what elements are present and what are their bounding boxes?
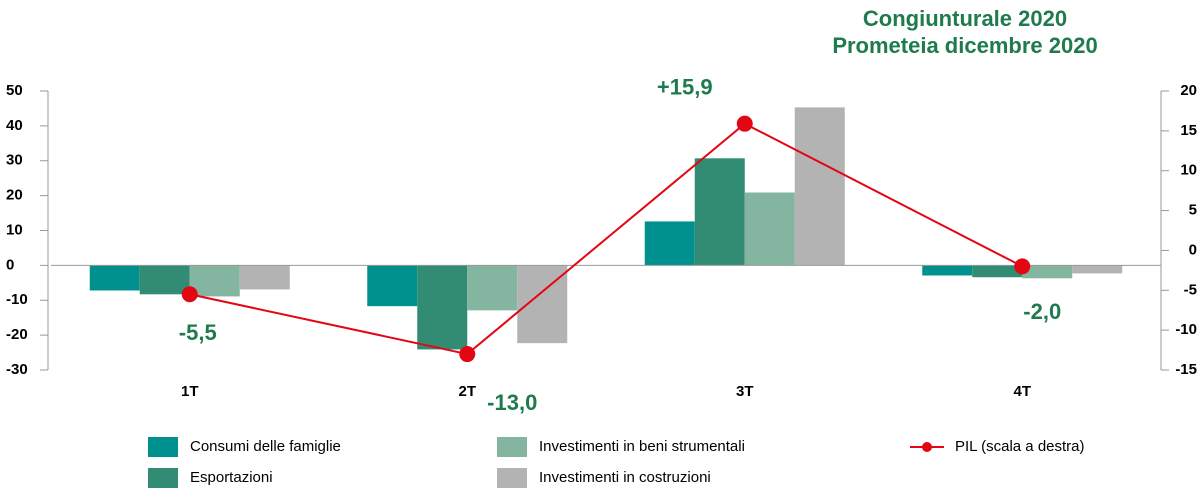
bar [644, 221, 695, 266]
x-tick-label: 4T [1013, 383, 1031, 400]
bar [744, 192, 795, 266]
data-label: -5,5 [179, 320, 217, 345]
legend-label: Investimenti in costruzioni [539, 469, 711, 486]
legend-label: PIL (scala a destra) [955, 438, 1085, 455]
y-tick-label: 50 [6, 82, 23, 99]
legend-label: Consumi delle famiglie [190, 438, 341, 455]
legend-label: Investimenti in beni strumentali [539, 438, 745, 455]
y-tick-label: 30 [6, 152, 23, 169]
legend-swatch [497, 437, 527, 457]
chart-subtitle: Prometeia dicembre 2020 [832, 33, 1097, 58]
x-tick-label: 2T [458, 383, 476, 400]
pil-point [1014, 258, 1031, 275]
x-tick-label: 3T [736, 383, 754, 400]
bar [417, 265, 468, 350]
bar [1072, 265, 1123, 274]
legend-swatch [148, 437, 178, 457]
pil-point [181, 286, 198, 303]
bar [139, 265, 190, 295]
y2-tick-label: 15 [1180, 122, 1197, 139]
bar [189, 265, 240, 297]
chart-title: Congiunturale 2020 [863, 6, 1067, 31]
y2-tick-label: 5 [1189, 202, 1197, 219]
y2-tick-label: 20 [1180, 82, 1197, 99]
y-tick-label: 10 [6, 221, 23, 238]
data-label: +15,9 [657, 74, 713, 99]
y2-tick-label: -10 [1175, 321, 1197, 338]
y2-tick-label: -5 [1184, 281, 1197, 298]
x-tick-label: 1T [181, 383, 199, 400]
y-tick-label: -30 [6, 361, 28, 378]
legend-swatch [148, 468, 178, 488]
y-tick-label: -10 [6, 291, 28, 308]
bar [922, 265, 973, 276]
bar [367, 265, 418, 307]
bar [467, 265, 518, 311]
y2-tick-label: 0 [1189, 241, 1197, 258]
y-tick-label: 0 [6, 256, 14, 273]
bar [1022, 265, 1073, 279]
bar [239, 265, 290, 290]
legend-label: Esportazioni [190, 469, 273, 486]
bar [89, 265, 140, 291]
bar [972, 265, 1023, 278]
pil-point [459, 346, 476, 363]
data-label: -13,0 [487, 390, 537, 415]
y-tick-label: -20 [6, 326, 28, 343]
y-tick-label: 20 [6, 187, 23, 204]
bar [794, 107, 845, 266]
y-tick-label: 40 [6, 117, 23, 134]
legend-dot [922, 442, 932, 452]
pil-point [736, 115, 753, 132]
pil-line [189, 122, 1023, 356]
y2-tick-label: -15 [1175, 361, 1197, 378]
y2-tick-label: 10 [1180, 162, 1197, 179]
bar [694, 158, 745, 266]
legend-swatch [497, 468, 527, 488]
data-label: -2,0 [1023, 299, 1061, 324]
